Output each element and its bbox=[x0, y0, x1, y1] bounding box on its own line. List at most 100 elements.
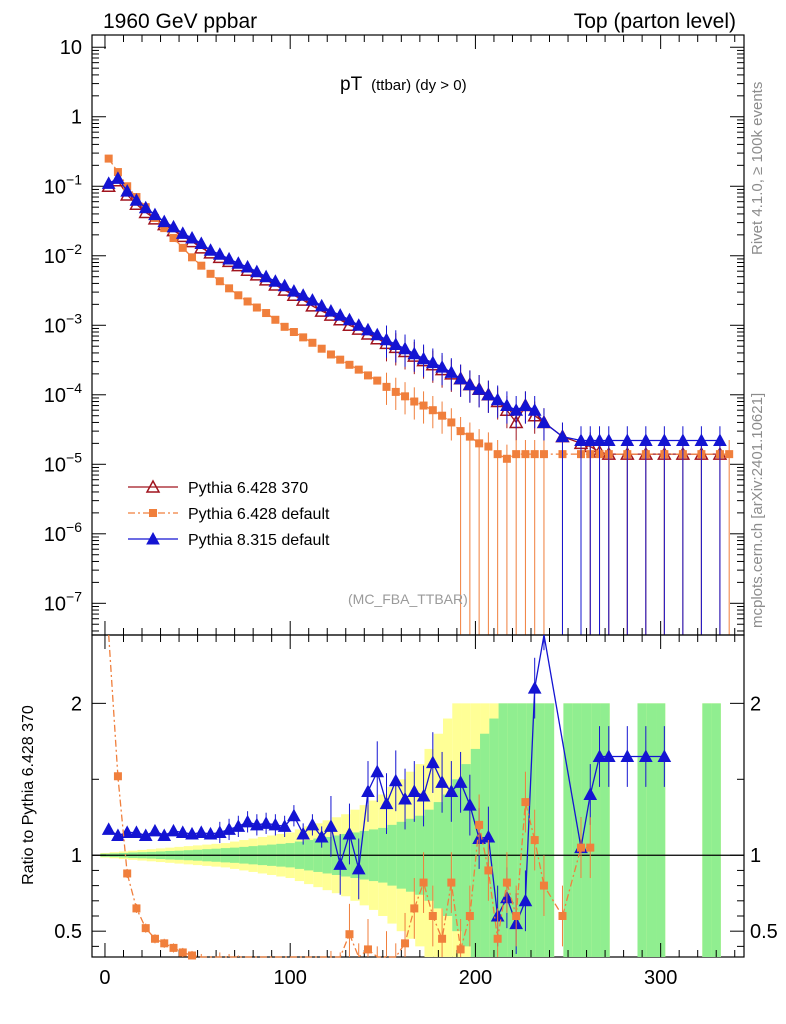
data-point-p6_default bbox=[308, 338, 317, 347]
ratio-point-p8 bbox=[435, 775, 449, 788]
data-point-p8 bbox=[111, 171, 125, 184]
ratio-point-p8 bbox=[657, 749, 672, 763]
data-point-p8 bbox=[601, 433, 616, 446]
tick-exponent: −1 bbox=[66, 171, 82, 187]
legend-label-p8: Pythia 8.315 default bbox=[188, 532, 330, 549]
data-point-p6_default bbox=[373, 376, 382, 385]
data-point-p6_default bbox=[326, 350, 335, 359]
ratio-point-p8 bbox=[444, 784, 459, 797]
data-point-p6_default bbox=[317, 344, 326, 353]
ratio-series-layer bbox=[101, 634, 672, 960]
main-y-tick-label: 10−5 bbox=[44, 449, 82, 476]
series-line-p6_default bbox=[108, 158, 730, 460]
data-point-p8 bbox=[324, 304, 338, 317]
data-point-p6_default bbox=[456, 427, 465, 436]
main-series-layer bbox=[101, 154, 734, 635]
ratio-point-p6_default bbox=[521, 798, 530, 807]
main-y-tick-label: 10−7 bbox=[44, 588, 82, 615]
data-point-p6_default bbox=[493, 450, 502, 459]
watermark: (MC_FBA_TTBAR) bbox=[348, 591, 468, 607]
ratio-band-band_green bbox=[646, 703, 657, 957]
data-point-p6_default bbox=[401, 392, 410, 401]
ratio-point-p8 bbox=[583, 787, 598, 800]
data-point-p6_default bbox=[382, 382, 391, 391]
ratio-point-p6_default bbox=[188, 951, 197, 960]
tick-exponent: −7 bbox=[66, 588, 82, 604]
data-point-p8 bbox=[388, 337, 403, 350]
ratio-point-p6_default bbox=[456, 945, 465, 954]
data-point-p6_default bbox=[475, 439, 484, 448]
data-point-p6_default bbox=[234, 291, 243, 300]
data-point-p8 bbox=[638, 433, 653, 446]
tick-mantissa: 10 bbox=[44, 246, 66, 268]
legend-marker-p6_370 bbox=[145, 479, 161, 493]
tick-mantissa: 10 bbox=[44, 385, 66, 407]
ratio-point-p8 bbox=[453, 775, 468, 788]
side-text-lower: mcplots.cern.ch [arXiv:2401.10621] bbox=[749, 393, 766, 628]
ratio-point-p6_default bbox=[132, 904, 141, 913]
ratio-band-band_green bbox=[489, 718, 499, 957]
side-text-upper: Rivet 4.1.0, ≥ 100k events bbox=[749, 82, 766, 255]
ratio-point-p8 bbox=[592, 749, 607, 763]
data-point-p6_default bbox=[484, 442, 493, 451]
data-point-p8 bbox=[129, 193, 144, 206]
ratio-point-p8 bbox=[324, 819, 338, 832]
ratio-series-p8 bbox=[101, 634, 672, 954]
data-point-p8 bbox=[657, 433, 672, 446]
data-point-p6_default bbox=[262, 309, 271, 318]
ratio-y-tick-label: 1 bbox=[71, 845, 82, 867]
data-point-p6_default bbox=[188, 253, 197, 262]
data-point-p6_default bbox=[280, 322, 289, 331]
ratio-point-p6_default bbox=[502, 878, 511, 887]
ratio-band-band_green bbox=[526, 703, 536, 957]
ratio-series-p6_default bbox=[108, 634, 595, 960]
ratio-plot-panel: 2 2 1 1 0.5 0.5 0 100 200 300 Ratio to Pythia 6.4… bbox=[20, 634, 778, 989]
data-point-p6_default bbox=[336, 355, 345, 364]
ratio-point-p8 bbox=[157, 828, 172, 841]
ratio-point-p6_default bbox=[484, 866, 493, 875]
main-y-tick-label: 10 bbox=[60, 37, 82, 59]
data-point-p8 bbox=[518, 398, 533, 412]
ratio-band-band_green bbox=[591, 703, 601, 957]
ratio-point-p8 bbox=[231, 819, 246, 832]
tick-mantissa: 10 bbox=[44, 593, 66, 615]
ratio-point-p6_default bbox=[150, 934, 159, 943]
legend-label-p6_370: Pythia 6.428 370 bbox=[188, 480, 308, 497]
ratio-point-p8 bbox=[120, 825, 135, 838]
ratio-point-p8 bbox=[388, 773, 403, 787]
ratio-point-p6_default bbox=[465, 911, 474, 920]
data-point-p8 bbox=[120, 184, 135, 197]
ratio-point-p8 bbox=[463, 798, 477, 811]
ratio-point-p6_default bbox=[539, 881, 548, 890]
ratio-point-p8 bbox=[250, 817, 264, 831]
ratio-band-band_green bbox=[581, 703, 592, 957]
ratio-point-p8 bbox=[287, 808, 301, 822]
header-left: 1960 GeV ppbar bbox=[103, 10, 257, 33]
ratio-band-band_green bbox=[563, 703, 573, 957]
data-point-p6_default bbox=[539, 450, 548, 459]
ratio-point-p8 bbox=[601, 749, 616, 763]
data-point-p6_default bbox=[169, 234, 178, 243]
data-point-p8 bbox=[342, 312, 357, 326]
ratio-point-p8 bbox=[268, 817, 283, 831]
data-point-p8 bbox=[250, 264, 264, 278]
data-point-p6_default bbox=[252, 303, 261, 312]
ratio-point-p8 bbox=[259, 816, 273, 829]
ratio-band-band_green bbox=[600, 703, 610, 957]
ratio-band-band_green bbox=[572, 703, 582, 957]
data-point-p6_default bbox=[354, 365, 363, 374]
ratio-axes: 2 2 1 1 0.5 0.5 0 100 200 300 bbox=[54, 635, 778, 989]
data-point-p8 bbox=[222, 251, 236, 265]
series-p8 bbox=[101, 171, 727, 635]
data-point-p6_default bbox=[215, 277, 224, 286]
ratio-point-p6_default bbox=[178, 948, 187, 957]
ratio-point-p6_default bbox=[447, 878, 456, 887]
ratio-point-p8 bbox=[240, 814, 255, 828]
ratio-y-tick-label: 2 bbox=[71, 693, 82, 715]
plot-title: pT (ttbar) (dy > 0) bbox=[340, 74, 467, 95]
ratio-point-p8 bbox=[425, 755, 440, 769]
data-point-p6_default bbox=[438, 411, 447, 420]
data-point-p8 bbox=[212, 247, 227, 260]
